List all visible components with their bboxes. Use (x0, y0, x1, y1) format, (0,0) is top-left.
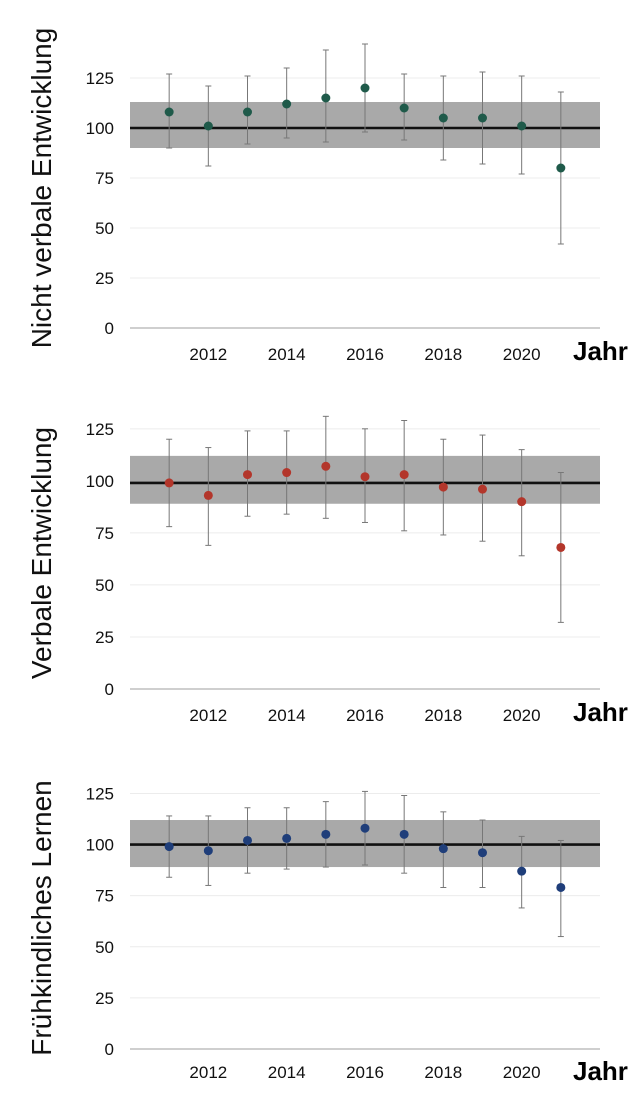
y-tick-label: 100 (86, 472, 114, 491)
y-tick-label: 125 (86, 420, 114, 439)
data-point (321, 93, 331, 103)
data-point (282, 99, 292, 109)
data-point (438, 113, 448, 123)
data-point (243, 470, 252, 480)
chart-svg: 0 25 50 75 100 125 2012 2014 2016 2018 2020 Jahr (86, 784, 628, 1086)
data-point (243, 107, 252, 117)
data-point (517, 866, 527, 876)
data-point (517, 497, 527, 507)
data-point (282, 833, 292, 843)
y-tick-label: 125 (86, 784, 114, 803)
data-point (203, 846, 213, 856)
y-tick-label: 25 (95, 989, 114, 1008)
chart-svg: 0 25 50 75 100 125 2012 2014 2016 2018 2020 Jahr (86, 415, 628, 727)
data-point (282, 468, 292, 478)
data-point (478, 848, 487, 858)
y-tick-label: 50 (95, 938, 114, 957)
x-tick-label: 2018 (424, 706, 462, 725)
data-point (321, 461, 331, 471)
y-tick-label: 25 (95, 269, 114, 288)
x-tick-label: 2014 (268, 706, 306, 725)
y-tick-label: 0 (105, 1040, 114, 1059)
x-tick-label: 2014 (268, 1063, 306, 1082)
data-point (478, 484, 487, 494)
chart-svg: 0 25 50 75 100 125 2012 2014 2016 2018 2020 Jahr (86, 43, 628, 366)
data-point (556, 542, 566, 552)
data-point (438, 482, 448, 492)
data-point (164, 478, 174, 488)
data-point (203, 490, 213, 500)
y-tick-label: 0 (105, 319, 114, 338)
y-tick-label: 50 (95, 576, 114, 595)
data-point (517, 121, 527, 131)
data-point (243, 835, 252, 845)
data-point (478, 113, 487, 123)
x-tick-label: 2018 (424, 345, 462, 364)
x-tick-label: 2020 (503, 1063, 541, 1082)
x-axis-label: Jahr (573, 336, 628, 366)
data-point (203, 121, 213, 131)
y-tick-label: 75 (95, 524, 114, 543)
x-tick-label: 2014 (268, 345, 306, 364)
y-tick-label: 75 (95, 887, 114, 906)
y-tick-label: 125 (86, 69, 114, 88)
data-point (360, 472, 370, 482)
x-axis-label: Jahr (573, 697, 628, 727)
data-point (399, 829, 409, 839)
chart-panel-fruehkindliches-lernen: Frühkindliches Lernen 0 25 50 75 100 125 2012 2… (0, 730, 640, 1102)
data-point (360, 83, 370, 93)
x-tick-label: 2020 (503, 706, 541, 725)
data-point (360, 823, 370, 833)
data-point (164, 842, 174, 852)
chart-panel-nicht-verbale-entwicklung: Nicht verbale Entwicklung 0 25 50 75 100 125 2… (0, 0, 640, 368)
y-tick-label: 100 (86, 119, 114, 138)
x-tick-label: 2012 (189, 706, 227, 725)
data-point (321, 829, 331, 839)
y-tick-label: 100 (86, 836, 114, 855)
x-tick-label: 2012 (189, 1063, 227, 1082)
data-point (438, 844, 448, 854)
x-tick-label: 2012 (189, 345, 227, 364)
data-point (399, 470, 409, 480)
x-tick-label: 2016 (346, 706, 384, 725)
y-tick-label: 0 (105, 680, 114, 699)
chart-panel-verbale-entwicklung: Verbale Entwicklung 0 25 50 75 100 125 2012 201… (0, 368, 640, 730)
x-tick-label: 2016 (346, 345, 384, 364)
x-tick-label: 2020 (503, 345, 541, 364)
x-axis-label: Jahr (573, 1056, 628, 1086)
x-tick-label: 2016 (346, 1063, 384, 1082)
x-tick-label: 2018 (424, 1063, 462, 1082)
data-point (556, 163, 566, 173)
data-point (556, 882, 566, 892)
data-point (164, 107, 174, 117)
y-tick-label: 50 (95, 219, 114, 238)
y-tick-label: 25 (95, 628, 114, 647)
data-point (399, 103, 409, 113)
y-tick-label: 75 (95, 169, 114, 188)
